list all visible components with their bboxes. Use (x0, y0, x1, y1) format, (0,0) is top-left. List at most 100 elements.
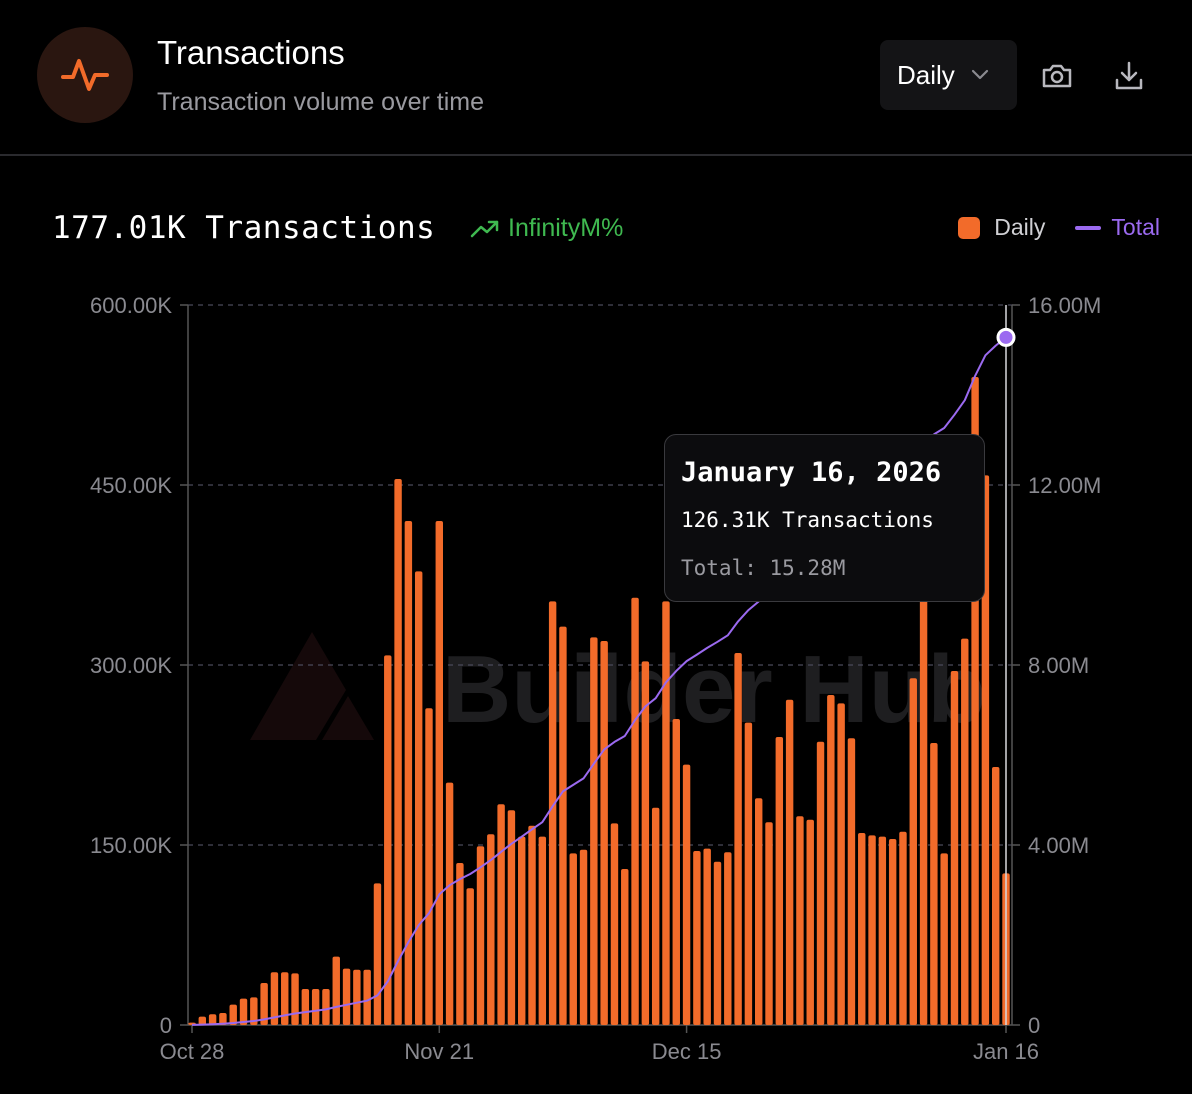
daily-bar (930, 743, 938, 1025)
download-icon (1115, 61, 1143, 90)
daily-bar (487, 834, 495, 1025)
daily-bar (847, 738, 856, 1025)
daily-bar (229, 1004, 237, 1025)
daily-bar (363, 969, 371, 1025)
legend-swatch-total (1075, 225, 1102, 230)
daily-bar (404, 521, 413, 1025)
legend-label-total[interactable]: Total (1111, 214, 1160, 240)
daily-bar (837, 703, 845, 1025)
daily-bar (291, 973, 299, 1025)
daily-bar (466, 888, 474, 1025)
daily-bar (476, 846, 485, 1025)
daily-bar (569, 853, 577, 1025)
camera-icon (1042, 64, 1072, 88)
daily-bar (693, 851, 701, 1025)
daily-bar (456, 863, 464, 1025)
daily-bar (548, 601, 557, 1025)
daily-bar (981, 475, 990, 1025)
daily-bar (507, 810, 516, 1025)
period-select-label: Daily (897, 59, 955, 90)
daily-bar (713, 861, 722, 1025)
watermark-text: Builder Hub (442, 636, 986, 743)
daily-bar (239, 998, 248, 1025)
daily-bar (682, 764, 691, 1025)
daily-bar (775, 737, 784, 1025)
daily-bar (662, 601, 670, 1025)
y-left-tick-label: 450.00K (90, 473, 172, 498)
daily-bar (301, 989, 310, 1025)
legend-swatch-daily (958, 216, 981, 239)
x-tick-label: Dec 15 (652, 1039, 722, 1064)
total-transactions: 177.01K Transactions (52, 210, 436, 246)
daily-bar (579, 849, 588, 1025)
daily-bar (538, 836, 547, 1025)
daily-bar (219, 1013, 227, 1025)
daily-bar (899, 831, 907, 1025)
y-left-tick-label: 150.00K (90, 833, 172, 858)
page-title: Transactions (157, 34, 345, 71)
change-value: InfinityM% (508, 214, 624, 242)
chart-tooltip: January 16, 2026 126.31K Transactions To… (664, 434, 985, 602)
daily-bar (208, 1014, 217, 1025)
daily-bar (435, 521, 444, 1025)
legend-label-daily[interactable]: Daily (994, 214, 1046, 240)
y-right-tick-label: 4.00M (1028, 833, 1089, 858)
daily-bar (858, 833, 866, 1025)
daily-bar (600, 641, 608, 1025)
tooltip-total: Total: 15.28M (681, 556, 846, 580)
hover-dot (996, 327, 1016, 347)
daily-bar (384, 655, 392, 1025)
daily-bar (528, 825, 536, 1025)
daily-bar (631, 597, 639, 1025)
daily-bar (919, 597, 928, 1025)
period-select[interactable]: Daily (880, 40, 1017, 110)
x-tick-label: Jan 16 (973, 1039, 1039, 1064)
daily-bar (353, 969, 361, 1025)
daily-bar (425, 708, 433, 1025)
daily-bar (445, 782, 454, 1025)
daily-bar (961, 638, 969, 1025)
daily-bar (311, 989, 320, 1025)
daily-bar (621, 869, 629, 1025)
y-left-tick-label: 300.00K (90, 653, 172, 678)
change-indicator: InfinityM% (470, 214, 623, 243)
y-right-tick-label: 8.00M (1028, 653, 1089, 678)
daily-bar (260, 983, 268, 1025)
activity-pulse-icon (37, 27, 133, 123)
page-subtitle: Transaction volume over time (157, 88, 484, 116)
daily-bar (888, 839, 897, 1025)
y-right-tick-label: 16.00M (1028, 293, 1101, 318)
daily-bar (322, 989, 330, 1025)
tooltip-value: 126.31K Transactions (681, 508, 934, 532)
y-left-tick-label: 0 (160, 1013, 172, 1038)
x-tick-label: Nov 21 (404, 1039, 474, 1064)
daily-bar (991, 767, 1000, 1025)
daily-bar (394, 479, 402, 1025)
daily-bar (909, 678, 917, 1025)
daily-bar (373, 883, 382, 1025)
daily-bar (332, 956, 340, 1025)
y-right-tick-label: 0 (1028, 1013, 1040, 1038)
daily-bar (950, 671, 959, 1025)
daily-bar (785, 699, 794, 1025)
daily-bar (796, 816, 804, 1025)
daily-bar (497, 804, 505, 1025)
daily-bar (940, 853, 948, 1025)
daily-bar (270, 972, 279, 1025)
daily-bar (610, 823, 619, 1025)
watermark-logo (250, 632, 374, 740)
chevron-down-icon (971, 69, 989, 81)
daily-bar (342, 968, 351, 1025)
daily-bar (816, 741, 825, 1025)
daily-bar (281, 972, 289, 1025)
daily-bar (641, 661, 650, 1025)
download-button[interactable] (1109, 56, 1149, 96)
x-tick-label: Oct 28 (160, 1039, 225, 1064)
chart-header: Transactions Transaction volume over tim… (0, 0, 1192, 156)
daily-bar (414, 571, 423, 1025)
daily-bar (878, 836, 887, 1025)
tooltip-date: January 16, 2026 (681, 457, 942, 488)
daily-bar (827, 695, 835, 1025)
camera-button[interactable] (1037, 56, 1077, 96)
